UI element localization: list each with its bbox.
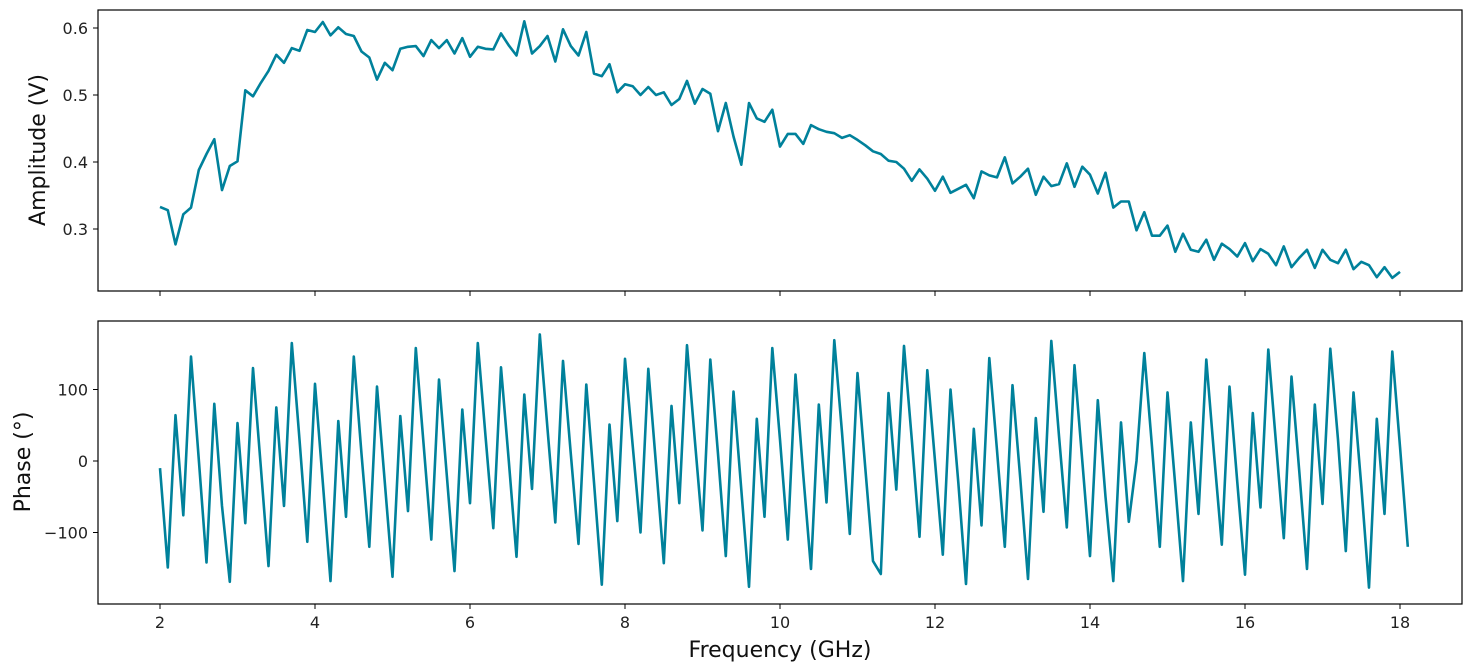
amplitude-axes-frame	[97, 9, 1463, 292]
phase-x-ticks: 2 4 6 8 10 12 14 16 18	[155, 604, 1410, 632]
x-axis-label: Frequency (GHz)	[689, 638, 872, 663]
y-tick-label: −100	[44, 524, 88, 543]
amplitude-y-axis-label: Amplitude (V)	[26, 74, 51, 226]
amplitude-y-ticks: 0.3 0.4 0.5 0.6	[63, 19, 98, 239]
x-tick-label: 16	[1235, 613, 1255, 632]
phase-line	[158, 333, 1410, 589]
x-tick-label: 4	[310, 613, 320, 632]
y-tick-label: 100	[57, 381, 88, 400]
y-tick-label: 0	[78, 452, 88, 471]
amplitude-x-ticks	[159, 291, 1401, 296]
x-tick-label: 2	[155, 613, 165, 632]
x-tick-label: 12	[925, 613, 945, 632]
x-tick-label: 8	[620, 613, 630, 632]
x-tick-label: 6	[465, 613, 475, 632]
y-tick-label: 0.3	[63, 220, 88, 239]
phase-y-axis-label: Phase (°)	[11, 412, 36, 513]
x-tick-label: 18	[1390, 613, 1410, 632]
y-tick-label: 0.5	[63, 86, 88, 105]
y-tick-label: 0.4	[63, 153, 88, 172]
amplitude-panel: 0.3 0.4 0.5 0.6 Amplitude (V)	[26, 9, 1463, 296]
x-tick-label: 14	[1080, 613, 1100, 632]
x-tick-label: 10	[770, 613, 790, 632]
phase-panel: −100 0 100 2 4 6 8 10 12 14 16 18 Phase (°) Freque…	[11, 320, 1463, 663]
phase-y-ticks: −100 0 100	[44, 381, 98, 543]
amplitude-line	[159, 20, 1401, 280]
y-tick-label: 0.6	[63, 19, 88, 38]
